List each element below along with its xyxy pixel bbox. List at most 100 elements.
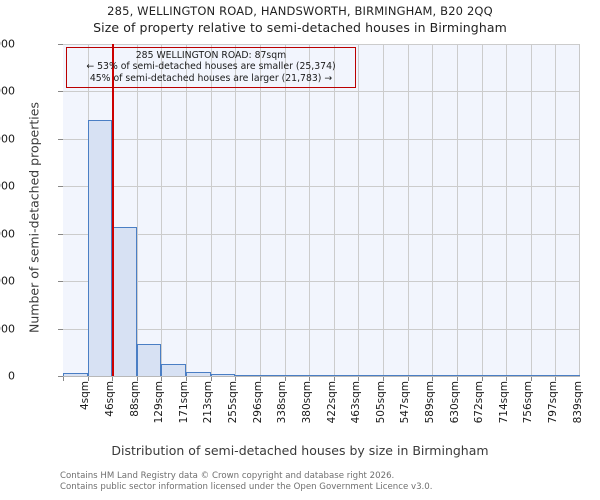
page-title: 285, WELLINGTON ROAD, HANDSWORTH, BIRMIN… <box>107 4 493 18</box>
y-tick-text: 30000 <box>0 84 15 98</box>
histogram-bar <box>481 374 507 376</box>
x-axis-tick-mark <box>530 377 532 381</box>
y-tick-text: 0 <box>8 369 15 383</box>
gridline-vertical <box>407 44 409 376</box>
histogram-bar <box>161 364 187 376</box>
gridline-horizontal <box>63 281 579 283</box>
x-axis-tick-label: 88sqm <box>128 381 141 417</box>
x-axis-tick-label: 630sqm <box>448 381 461 424</box>
x-axis-tick-label: 463sqm <box>350 381 363 424</box>
x-axis-title: Distribution of semi-detached houses by … <box>111 443 489 458</box>
x-axis-tick-mark <box>284 377 286 381</box>
gridline-vertical <box>456 44 458 376</box>
histogram-bar <box>555 374 580 376</box>
gridline-vertical <box>309 44 311 376</box>
y-tick-text: 35000 <box>0 37 15 51</box>
gridline-vertical <box>259 44 261 376</box>
gridline-vertical <box>284 44 286 376</box>
gridline-vertical <box>481 44 483 376</box>
x-axis-tick-label: 422sqm <box>325 381 338 424</box>
x-axis-tick-mark <box>161 377 163 381</box>
x-axis-tick-label: 547sqm <box>399 381 412 424</box>
x-axis-tick-label: 129sqm <box>153 381 166 424</box>
x-axis-tick-label: 171sqm <box>177 381 190 424</box>
gridline-vertical <box>530 44 532 376</box>
plot-area <box>63 44 580 376</box>
x-axis-tick-label: 255sqm <box>227 381 240 424</box>
histogram-bar <box>432 374 457 376</box>
gridline-vertical <box>555 44 557 376</box>
x-axis-tick-label: 714sqm <box>497 381 510 424</box>
gridline-vertical <box>333 44 335 376</box>
histogram-bar <box>358 374 384 376</box>
gridline-vertical <box>383 44 385 376</box>
y-tick-text: 10000 <box>0 274 15 288</box>
x-axis-tick-label: 672sqm <box>473 381 486 424</box>
chart-title-block: 285, WELLINGTON ROAD, HANDSWORTH, BIRMIN… <box>0 3 600 36</box>
y-axis-tick-mark <box>58 44 63 45</box>
histogram-bar <box>309 374 334 376</box>
gridline-vertical <box>235 44 237 376</box>
y-tick-text: 15000 <box>0 227 15 241</box>
x-axis-tick-mark <box>186 377 188 381</box>
gridline-horizontal <box>63 328 579 330</box>
y-tick-text: 25000 <box>0 132 15 146</box>
y-tick-text: 5000 <box>0 322 15 336</box>
x-axis-tick-mark <box>506 377 508 381</box>
histogram-bar <box>333 374 359 376</box>
histogram-bar <box>87 119 113 376</box>
gridline-horizontal <box>63 233 579 235</box>
y-axis-tick-mark <box>58 186 63 188</box>
x-axis-tick-label: 839sqm <box>571 381 584 424</box>
x-axis-tick-mark <box>432 377 434 381</box>
y-axis-title: Number of semi-detached properties <box>26 102 42 333</box>
x-axis-tick-mark <box>136 377 138 381</box>
x-axis-tick-label: 505sqm <box>374 381 387 424</box>
x-axis-tick-mark <box>210 377 212 381</box>
histogram-bar <box>506 374 531 376</box>
annotation-larger-pct: 45% of semi-detached houses are larger (… <box>89 72 333 84</box>
x-axis-tick-label: 797sqm <box>547 381 560 424</box>
y-tick-text: 20000 <box>0 179 15 193</box>
gridline-horizontal <box>63 186 579 188</box>
x-axis-tick-mark <box>407 377 409 381</box>
y-axis-tick-mark <box>58 91 63 93</box>
y-axis-tick-mark <box>58 376 63 377</box>
annotation-property-size: 285 WELLINGTON ROAD: 87sqm <box>135 50 287 61</box>
x-axis-tick-mark <box>358 377 360 381</box>
x-axis-tick-mark <box>87 377 89 381</box>
x-axis-tick-mark <box>555 377 557 381</box>
gridline-horizontal <box>63 138 579 140</box>
x-axis-tick-label: 46sqm <box>103 381 116 417</box>
gridline-horizontal <box>63 91 579 93</box>
gridline-horizontal <box>63 44 579 45</box>
property-size-marker-line <box>111 44 114 376</box>
y-axis-tick-mark <box>58 233 63 235</box>
histogram-bar <box>136 343 162 376</box>
gridline-vertical <box>136 44 138 376</box>
histogram-bar <box>210 374 236 376</box>
property-annotation-box: 285 WELLINGTON ROAD: 87sqm ← 53% of semi… <box>66 47 356 89</box>
x-axis-tick-label: 213sqm <box>202 381 215 424</box>
attribution-footer: Contains HM Land Registry data © Crown c… <box>60 471 432 492</box>
gridline-vertical <box>161 44 163 376</box>
x-axis-tick-label: 4sqm <box>79 381 92 411</box>
x-axis-tick-label: 756sqm <box>522 381 535 424</box>
y-axis-tick-mark <box>58 281 63 283</box>
x-axis-tick-mark <box>481 377 483 381</box>
x-axis-tick-mark <box>235 377 237 381</box>
histogram-bar <box>259 374 285 376</box>
histogram-bar <box>407 374 433 376</box>
histogram-bar <box>456 374 482 376</box>
gridline-vertical <box>210 44 212 376</box>
gridline-vertical <box>432 44 434 376</box>
x-axis-tick-mark <box>456 377 458 381</box>
gridline-vertical <box>506 44 508 376</box>
x-axis-tick-label: 296sqm <box>251 381 264 424</box>
x-axis-line <box>63 376 580 377</box>
annotation-smaller-pct: ← 53% of semi-detached houses are smalle… <box>86 61 336 73</box>
histogram-bar <box>235 374 260 376</box>
histogram-bar <box>63 372 88 376</box>
x-axis-tick-mark <box>333 377 335 381</box>
